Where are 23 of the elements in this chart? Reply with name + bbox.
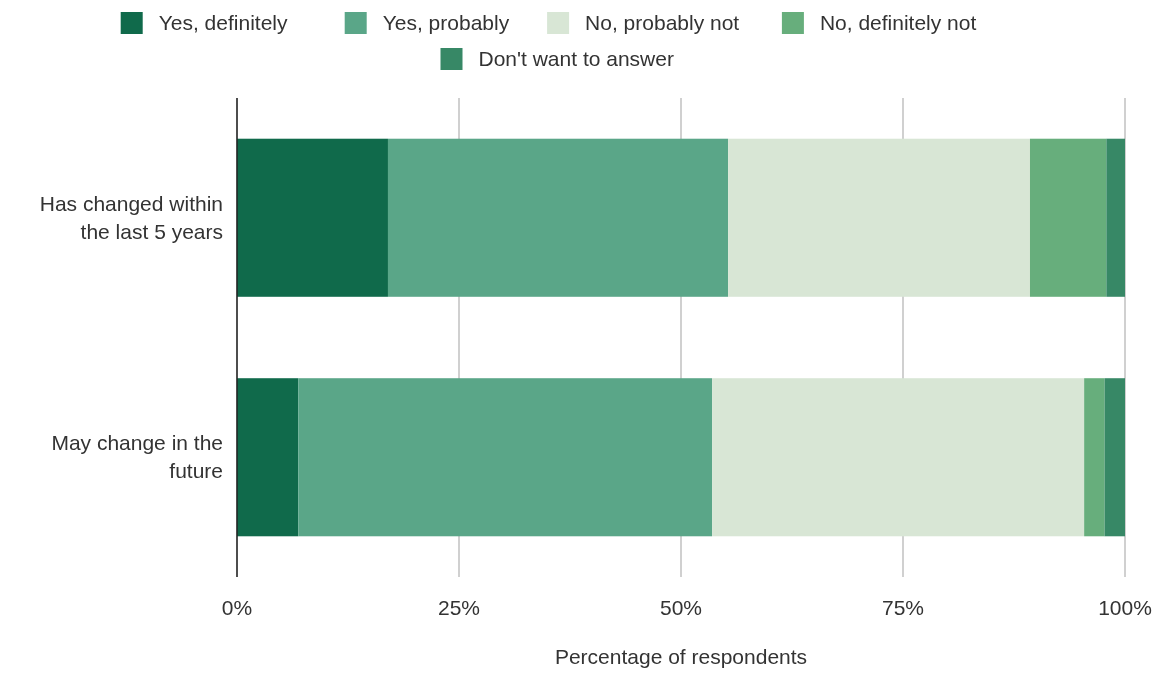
y-tick-label: Has changed within the last 5 years	[39, 191, 223, 243]
bar	[728, 138, 1030, 297]
x-tick-label: 0%	[221, 596, 253, 619]
x-tick-label: 100%	[1098, 596, 1152, 619]
legend-label: Yes, definitely	[158, 11, 289, 34]
bar	[237, 378, 299, 537]
y-tick-label: May change in the future	[51, 431, 223, 483]
legend-label: No, probably not	[585, 11, 740, 34]
x-axis-title: Percentage of respondents	[554, 645, 808, 668]
bar	[712, 378, 1085, 537]
bar	[1084, 378, 1105, 537]
x-tick-label: 25%	[437, 596, 481, 619]
bar	[298, 378, 713, 537]
legend-label: No, definitely not	[819, 11, 977, 34]
bar	[1029, 138, 1107, 297]
bar	[1106, 138, 1125, 297]
bar	[237, 138, 388, 297]
bar	[1104, 378, 1125, 537]
x-tick-label: 75%	[881, 596, 925, 619]
legend-label: Don't want to answer	[478, 47, 674, 70]
x-tick-label: 50%	[659, 596, 703, 619]
legend-label: Yes, probably	[382, 11, 510, 34]
bar	[387, 138, 729, 297]
